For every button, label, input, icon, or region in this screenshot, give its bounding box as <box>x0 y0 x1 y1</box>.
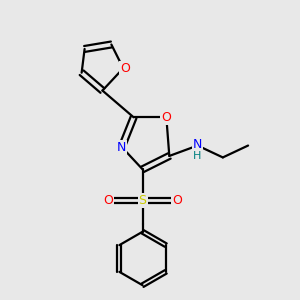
Text: O: O <box>103 194 113 207</box>
Text: S: S <box>139 194 147 207</box>
Text: O: O <box>172 194 182 207</box>
Text: N: N <box>117 140 127 154</box>
Text: H: H <box>194 151 202 161</box>
Text: N: N <box>193 138 202 151</box>
Text: O: O <box>161 111 171 124</box>
Text: O: O <box>120 62 130 75</box>
